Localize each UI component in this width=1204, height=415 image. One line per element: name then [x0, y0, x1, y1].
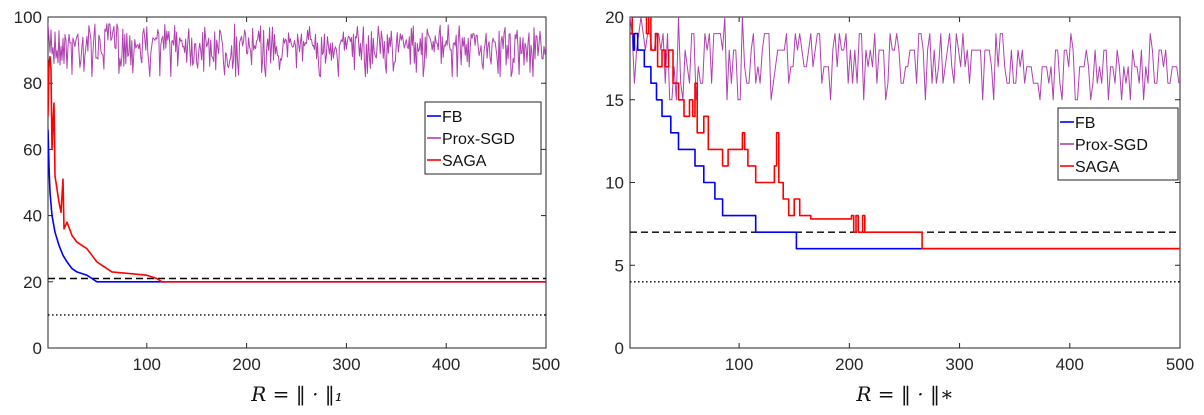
series-line-prox-sgd	[48, 23, 546, 78]
legend-label: FB	[442, 109, 462, 126]
series-line-fb	[630, 32, 1180, 250]
x-tick-label: 500	[1166, 355, 1194, 374]
series-line-saga	[48, 55, 546, 283]
chart-2: 100 200 300 400 500 0 5 10 15 20 FB Prox-SGD SAGA R =…	[605, 8, 1194, 407]
x-tick-label: 400	[1056, 355, 1084, 374]
series-line-saga	[630, 17, 1180, 250]
y-tick-label: 0	[33, 339, 42, 358]
chart-1: 100 200 300 400 500 0 20 40 60 80 100 FB Prox-SGD SAG…	[14, 8, 561, 407]
legend-label: Prox-SGD	[1075, 137, 1148, 154]
x-tick-label: 100	[725, 355, 753, 374]
legend: FB Prox-SGD SAGA	[424, 101, 542, 175]
y-tick-label: 20	[23, 273, 42, 292]
y-tick-label: 10	[605, 174, 624, 193]
legend-label: SAGA	[442, 153, 487, 170]
y-tick-label: 0	[615, 339, 624, 358]
legend-label: FB	[1075, 115, 1095, 132]
x-tick-label: 500	[532, 355, 560, 374]
legend: FB Prox-SGD SAGA	[1057, 107, 1179, 181]
plot-lines	[630, 17, 1180, 283]
y-tick-label: 20	[605, 8, 624, 27]
x-tick-label: 400	[432, 355, 460, 374]
x-tick-label: 200	[232, 355, 260, 374]
plot-area	[47, 16, 547, 349]
x-axis-label: R = ‖ · ‖₁	[250, 382, 343, 407]
y-tick-label: 40	[23, 207, 42, 226]
x-tick-label: 300	[945, 355, 973, 374]
plot-lines	[48, 23, 546, 316]
legend-box	[1057, 107, 1179, 181]
y-tick-label: 5	[615, 256, 624, 275]
x-axis-label: R = ‖ · ‖∗	[855, 382, 953, 407]
series-line-fb	[48, 129, 546, 283]
legend-label: Prox-SGD	[442, 131, 515, 148]
y-tick-label: 80	[23, 74, 42, 93]
series-line-prox-sgd	[630, 17, 1180, 101]
legend-box	[424, 101, 542, 175]
legend-label: SAGA	[1075, 159, 1120, 176]
x-tick-label: 100	[133, 355, 161, 374]
x-tick-label: 300	[332, 355, 360, 374]
y-tick-label: 100	[14, 8, 42, 27]
y-tick-label: 60	[23, 140, 42, 159]
x-tick-label: 200	[835, 355, 863, 374]
y-tick-label: 15	[605, 91, 624, 110]
